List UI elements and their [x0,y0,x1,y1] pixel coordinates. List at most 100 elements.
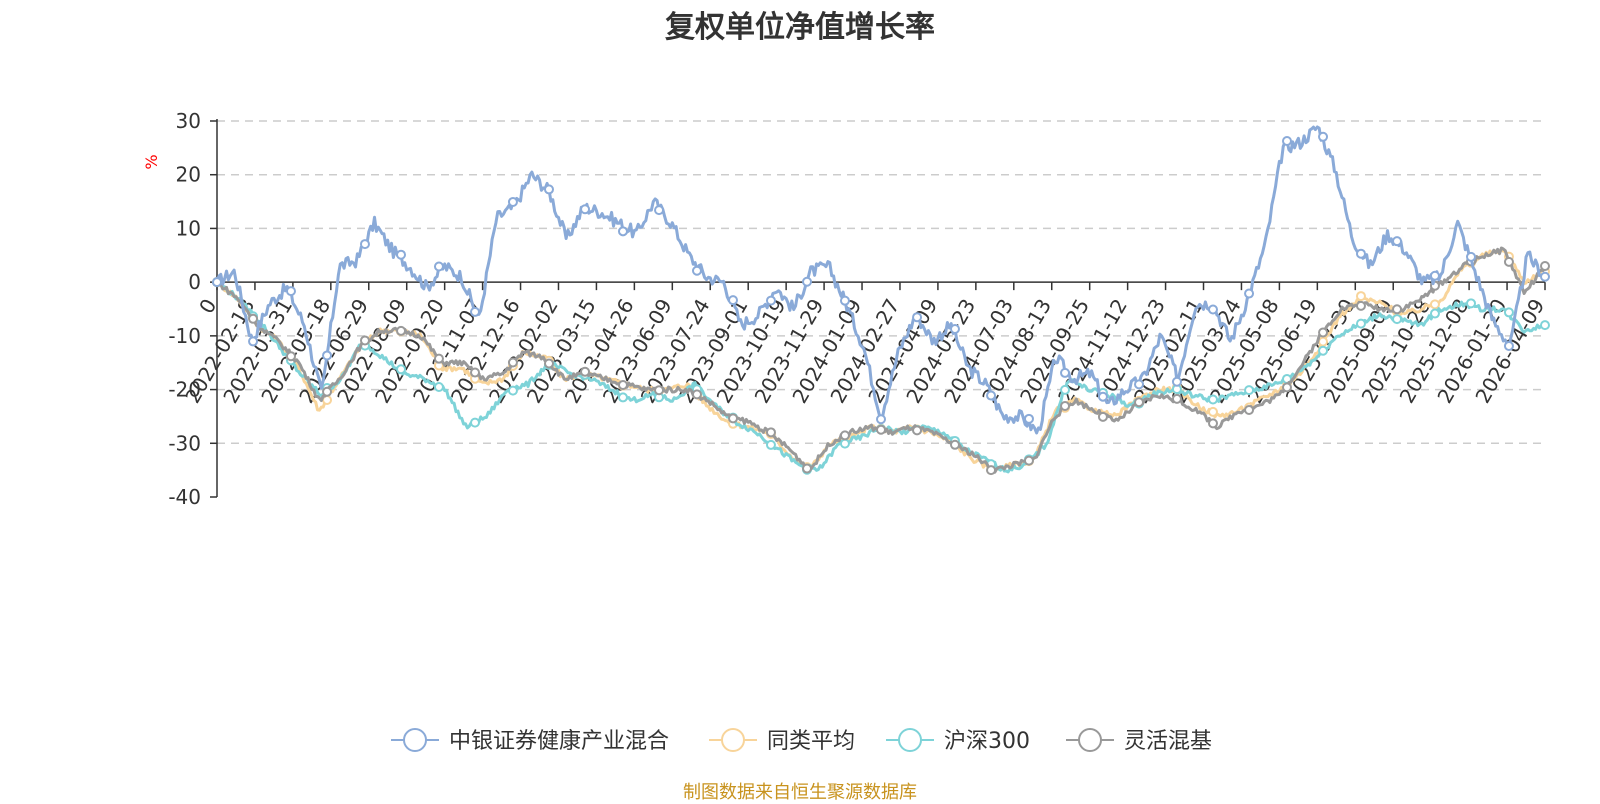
series-marker-fund [248,336,259,347]
series-marker-csi300 [1355,318,1366,329]
series-marker-flexible [728,413,739,424]
series-marker-fund [654,205,665,216]
series-marker-fund [839,295,850,306]
series-marker-peer_avg [1429,299,1440,310]
series-marker-flexible [1208,418,1218,429]
series-marker-flexible [507,357,518,368]
y-tick-label: 0 [188,270,201,294]
series-marker-fund [470,306,481,317]
series-marker-csi300 [765,439,776,450]
series-marker-flexible [876,424,886,435]
legend-label-fund: 中银证券健康产业混合 [449,729,669,754]
series-marker-fund [1060,367,1071,378]
series-marker-fund [876,414,886,425]
legend-item-peer_avg[interactable]: 同类平均 [709,728,855,754]
legend-item-flexible[interactable]: 灵活混基 [1066,728,1212,754]
legend-label-flexible: 灵活混基 [1124,729,1212,754]
legend-marker-peer_avg [721,728,745,752]
series-marker-fund [544,184,554,195]
legend-item-fund[interactable]: 中银证券健康产业混合 [391,728,669,754]
y-tick-label: 30 [176,109,201,133]
series-marker-flexible [1171,393,1182,404]
series-marker-flexible [580,366,591,377]
series-marker-flexible [1244,404,1255,415]
series-marker-fund [507,196,518,207]
series-marker-flexible [470,367,481,378]
series-marker-fund [1392,236,1403,247]
series-marker-peer_avg [1318,336,1329,347]
series-marker-flexible [285,351,296,362]
series-marker-flexible [691,389,702,400]
series-marker-fund [912,312,923,323]
series-marker-flexible [765,427,776,438]
series-marker-fund [1244,288,1255,299]
series-marker-flexible [617,379,628,390]
y-tick-label: -40 [168,485,201,509]
series-lines [212,125,1550,476]
legend[interactable]: 中银证券健康产业混合 同类平均 沪深300 灵活混基 [391,728,1212,754]
series-marker-fund [1097,391,1108,402]
source-note: 制图数据来自恒生聚源数据库 [683,782,917,803]
y-tick-label: 10 [176,216,201,240]
series-marker-csi300 [839,438,850,449]
series-marker-flexible [1540,261,1550,272]
series-marker-flexible [1503,256,1514,267]
series-marker-flexible [912,425,923,436]
series-marker-peer_avg [1208,406,1218,417]
series-marker-peer_avg [1355,291,1366,302]
y-tick-label: -30 [168,431,201,455]
series-marker-fund [1281,136,1292,147]
series-marker-fund [802,276,813,287]
legend-label-peer_avg: 同类平均 [767,729,855,754]
legend-label-csi300: 沪深300 [944,729,1030,754]
legend-marker-fund [403,728,427,752]
series-marker-csi300 [396,364,407,375]
legend-item-csi300[interactable]: 沪深300 [886,728,1030,754]
series-marker-fund [1023,413,1034,424]
series-marker-flexible [248,313,259,324]
series-marker-fund [949,324,960,335]
y-axis-unit-label: % [142,154,161,169]
series-marker-flexible [1134,397,1145,408]
y-tick-label: 20 [176,163,201,187]
series-marker-fund [396,249,407,260]
series-marker-csi300 [470,417,481,428]
series-marker-flexible [1355,300,1366,311]
series-marker-fund [1134,379,1145,390]
series-marker-flexible [544,358,554,369]
series-marker-fund [1466,251,1477,262]
series-marker-fund [691,265,702,276]
series-marker-flexible [322,386,333,397]
y-tick-label: -10 [168,324,201,348]
series-marker-csi300 [1208,394,1218,405]
series-marker-csi300 [617,392,628,403]
series-marker-csi300 [1540,320,1550,331]
series-marker-flexible [359,335,370,346]
series-marker-flexible [1392,304,1403,315]
series-marker-flexible [839,430,850,441]
y-tick-label: -20 [168,378,201,402]
series-marker-flexible [1281,382,1292,393]
series-marker-csi300 [1466,298,1477,309]
series-marker-csi300 [1244,385,1255,396]
legend-marker-flexible [1078,728,1102,752]
series-marker-csi300 [1318,345,1329,356]
series-marker-fund [1429,270,1440,281]
series-marker-flexible [802,463,813,474]
series-marker-flexible [1318,327,1329,338]
series-marker-fund [433,261,444,272]
series-marker-flexible [396,325,407,336]
series-marker-csi300 [433,382,444,393]
series-marker-fund [986,390,997,401]
chart-title: 复权单位净值增长率 [665,10,935,45]
series-marker-fund [1208,304,1218,315]
series-marker-csi300 [1392,314,1403,325]
series-marker-fund [617,226,628,237]
series-marker-fund [212,277,222,288]
series-marker-fund [285,286,296,297]
series-marker-fund [728,295,739,306]
series-marker-flexible [1097,411,1108,422]
series-marker-csi300 [1060,384,1071,395]
series-marker-fund [359,239,370,250]
series-marker-csi300 [507,385,518,396]
